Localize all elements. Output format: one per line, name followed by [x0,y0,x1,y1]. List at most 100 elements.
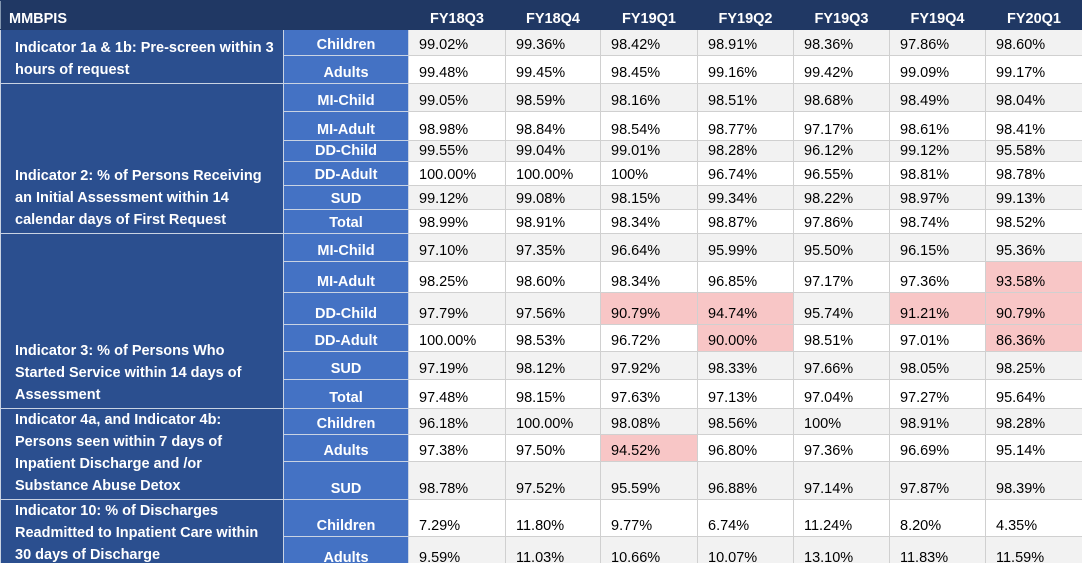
row-label: Children [283,29,409,56]
value-cell: 96.85% [697,261,794,293]
group-label: Indicator 4a, and Indicator 4b: Persons … [0,408,284,500]
value-cell: 98.53% [505,324,601,352]
value-cell: 100.00% [505,408,601,435]
group-label: Indicator 10: % of Discharges Readmitted… [0,499,284,563]
value-cell: 96.15% [889,233,986,262]
value-cell: 97.86% [793,209,890,234]
value-cell: 98.28% [985,408,1082,435]
value-cell: 98.54% [600,111,698,141]
value-cell: 97.35% [505,233,601,262]
row-label: Children [283,498,409,538]
table-row: DD-Child 99.55% 99.04% 99.01% 98.28% 96.12% 99… [1,140,1082,162]
value-cell: 11.80% [505,498,601,538]
table-row: SUD 97.19% 98.12% 97.92% 98.33% 97.66% 98.05% 9… [1,351,1082,380]
value-cell: 96.80% [697,433,794,462]
value-cell: 11.24% [793,498,890,538]
value-cell: 98.91% [505,209,601,234]
table-row: MI-Adult 98.25% 98.60% 98.34% 96.85% 97.17% 97… [1,261,1082,293]
value-cell: 97.27% [889,379,986,409]
value-cell: 95.36% [985,233,1082,262]
value-cell: 98.84% [505,111,601,141]
table-row: Indicator 1a & 1b: Pre-screen within 3 h… [0,29,1082,84]
value-cell: 99.34% [697,185,794,210]
value-cell: 98.36% [793,29,890,56]
value-cell: 98.12% [505,351,601,380]
value-cell: 10.07% [697,536,794,563]
value-cell: 99.02% [408,29,506,56]
value-cell: 97.10% [408,233,506,262]
value-cell: 99.36% [505,29,601,56]
value-cell: 98.99% [408,209,506,234]
value-cell: 98.34% [600,261,698,293]
value-cell: 98.78% [985,161,1082,186]
value-cell: 97.48% [408,379,506,409]
value-cell: 97.38% [408,433,506,462]
column-header: FY19Q1 [600,0,698,30]
table-row: SUD 98.78% 97.52% 95.59% 96.88% 97.14% 97.87% 9… [1,460,1082,501]
value-cell: 97.01% [889,324,986,352]
value-cell: 98.91% [889,408,986,435]
value-cell: 94.74% [697,292,794,325]
value-cell: 90.00% [697,324,794,352]
value-cell: 96.55% [793,161,890,186]
value-cell: 98.68% [793,83,890,112]
value-cell: 97.63% [600,379,698,409]
value-cell: 9.59% [408,536,506,563]
row-label: Total [283,379,409,409]
value-cell: 98.78% [408,460,506,501]
table-row: Adults 99.48% 99.45% 98.45% 99.16% 99.42% 99.0… [1,55,1082,84]
value-cell: 97.13% [697,379,794,409]
value-cell: 98.22% [793,185,890,210]
value-cell: 98.97% [889,185,986,210]
value-cell: 97.92% [600,351,698,380]
row-label: DD-Child [283,140,409,162]
value-cell: 98.59% [505,83,601,112]
value-cell: 99.09% [889,55,986,84]
value-cell: 98.39% [985,460,1082,501]
row-label: Adults [283,433,409,462]
value-cell: 97.56% [505,292,601,325]
value-cell: 95.59% [600,460,698,501]
column-header: FY19Q2 [697,0,794,30]
value-cell: 95.99% [697,233,794,262]
column-header: FY19Q3 [793,0,890,30]
value-cell: 97.17% [793,111,890,141]
value-cell: 90.79% [985,292,1082,325]
value-cell: 98.51% [793,324,890,352]
value-cell: 96.69% [889,433,986,462]
row-label: DD-Child [283,292,409,325]
value-cell: 98.33% [697,351,794,380]
header-blank [283,0,409,30]
value-cell: 98.41% [985,111,1082,141]
value-cell: 95.58% [985,140,1082,162]
table-row: Total 98.99% 98.91% 98.34% 98.87% 97.86% 98.74… [1,209,1082,234]
value-cell: 4.35% [985,498,1082,538]
value-cell: 8.20% [889,498,986,538]
value-cell: 11.59% [985,536,1082,563]
value-cell: 91.21% [889,292,986,325]
value-cell: 98.49% [889,83,986,112]
value-cell: 98.51% [697,83,794,112]
value-cell: 100.00% [408,324,506,352]
row-label: MI-Child [283,233,409,262]
table-row: Indicator 3: % of Persons Who Started Se… [0,233,1082,409]
value-cell: 98.42% [600,29,698,56]
value-cell: 98.28% [697,140,794,162]
value-cell: 96.72% [600,324,698,352]
row-label: DD-Adult [283,324,409,352]
table-row: Indicator 4a, and Indicator 4b: Persons … [0,408,1082,500]
column-header: FY18Q3 [408,0,506,30]
row-label: DD-Adult [283,161,409,186]
value-cell: 97.14% [793,460,890,501]
value-cell: 98.91% [697,29,794,56]
value-cell: 93.58% [985,261,1082,293]
value-cell: 97.04% [793,379,890,409]
value-cell: 99.05% [408,83,506,112]
value-cell: 96.18% [408,408,506,435]
value-cell: 10.66% [600,536,698,563]
value-cell: 86.36% [985,324,1082,352]
value-cell: 99.55% [408,140,506,162]
group-label: Indicator 2: % of Persons Receiving an I… [0,83,284,234]
